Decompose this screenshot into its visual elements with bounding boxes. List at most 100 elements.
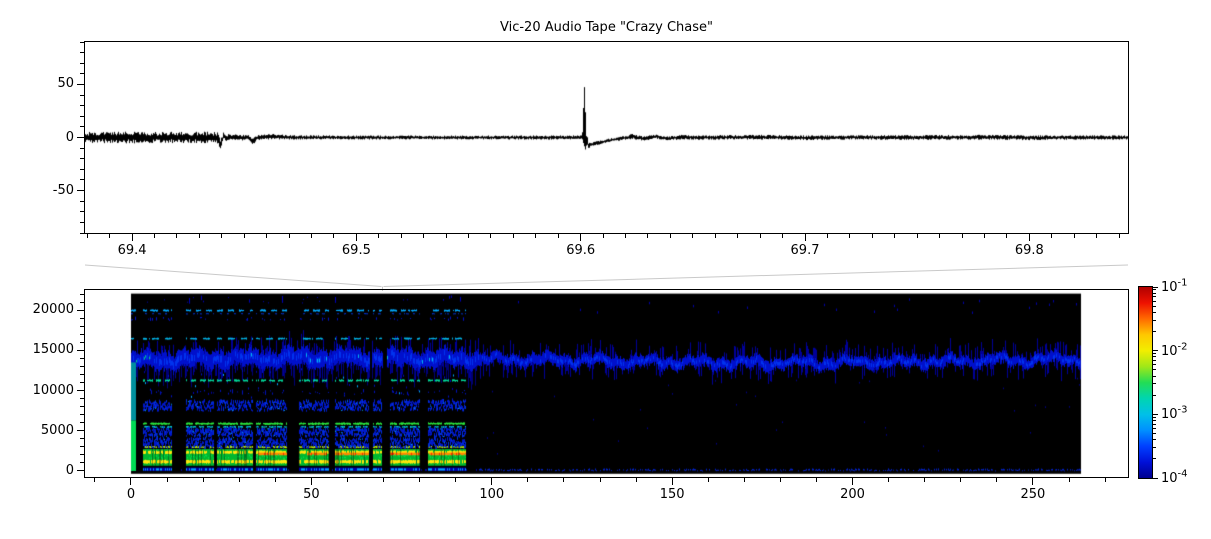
y-tick-label: 10000 [32,382,74,398]
connector-line [383,264,1129,287]
x-minor-tick [455,478,457,482]
y-minor-tick [80,179,84,181]
x-minor-tick [419,478,421,482]
x-minor-tick [243,234,245,238]
x-minor-tick [826,234,828,238]
y-major-tick [77,309,84,311]
y-minor-tick [80,221,84,223]
colorbar-minor-tick [1153,375,1156,377]
x-minor-tick [759,234,761,238]
connector-line [84,264,382,287]
x-minor-tick [815,478,817,482]
colorbar [1139,287,1152,478]
y-major-tick [77,83,84,85]
x-major-tick [130,478,132,485]
x-minor-tick [86,234,88,238]
y-minor-tick [80,438,84,440]
colorbar-minor-tick [1153,331,1156,332]
x-minor-tick [557,234,559,238]
y-minor-tick [80,365,84,367]
y-minor-tick [80,73,84,75]
y-tick-label: 50 [57,76,74,92]
x-minor-tick [647,234,649,238]
y-minor-tick [80,62,84,64]
x-tick-label: 200 [840,487,865,502]
y-minor-tick [80,94,84,96]
x-minor-tick [924,478,926,482]
x-minor-tick [490,234,492,238]
x-major-tick [1032,478,1034,485]
x-minor-tick [1006,234,1008,238]
y-minor-tick [80,105,84,107]
colorbar-minor-tick [1153,364,1156,366]
colorbar-tick-label: 10-3 [1161,404,1188,423]
x-tick-label: 0 [126,487,136,502]
x-minor-tick [714,234,716,238]
x-major-tick [131,234,133,241]
chart-title: Vic-20 Audio Tape "Crazy Chase" [499,20,714,35]
colorbar-minor-tick [1153,458,1156,460]
y-minor-tick [80,158,84,160]
x-minor-tick [1104,478,1106,482]
x-minor-tick [221,234,223,238]
x-tick-label: 69.4 [117,243,147,258]
y-minor-tick [80,414,84,416]
colorbar-minor-tick [1153,356,1156,358]
y-minor-tick [80,301,84,303]
y-minor-tick [80,293,84,295]
colorbar-minor-tick [1153,432,1156,434]
x-minor-tick [692,234,694,238]
y-major-tick [77,430,84,432]
colorbar-minor-tick [1153,353,1156,355]
x-minor-tick [274,478,276,482]
y-tick-label: 5000 [40,422,74,438]
x-major-tick [310,478,312,485]
y-minor-tick [80,373,84,375]
x-major-tick [804,234,806,241]
y-minor-tick [80,200,84,202]
x-minor-tick [894,234,896,238]
colorbar-minor-tick [1153,416,1156,418]
x-minor-tick [1073,234,1075,238]
colorbar-minor-tick [1153,427,1156,429]
x-minor-tick [288,234,290,238]
x-minor-tick [961,234,963,238]
colorbar-minor-tick [1153,300,1156,302]
colorbar-major-tick [1153,413,1158,415]
colorbar-major-tick [1153,286,1158,288]
x-minor-tick [94,478,96,482]
x-minor-tick [445,234,447,238]
x-minor-tick [512,234,514,238]
x-minor-tick [737,234,739,238]
y-minor-tick [80,232,84,234]
colorbar-minor-tick [1153,383,1156,385]
colorbar-minor-tick [1153,423,1156,425]
x-minor-tick [176,234,178,238]
colorbar-minor-tick [1153,305,1156,307]
colorbar-tick-label: 10-1 [1161,277,1188,295]
x-minor-tick [1096,234,1098,238]
x-minor-tick [109,234,111,238]
x-tick-label: 69.5 [341,243,371,258]
x-minor-tick [669,234,671,238]
colorbar-exponent: -3 [1177,404,1188,416]
y-minor-tick [80,211,84,213]
x-minor-tick [743,478,745,482]
x-minor-tick [960,478,962,482]
x-minor-tick [1118,234,1120,238]
y-minor-tick [80,381,84,383]
x-minor-tick [983,234,985,238]
x-minor-tick [939,234,941,238]
spectrogram-plot [85,290,1128,477]
y-minor-tick [80,357,84,359]
spectrogram-axes [84,289,1129,478]
colorbar-exponent: -1 [1177,277,1188,289]
y-minor-tick [80,398,84,400]
x-minor-tick [154,234,156,238]
x-minor-tick [625,234,627,238]
y-minor-tick [80,147,84,149]
y-major-tick [77,190,84,192]
x-minor-tick [916,234,918,238]
y-minor-tick [80,41,84,43]
